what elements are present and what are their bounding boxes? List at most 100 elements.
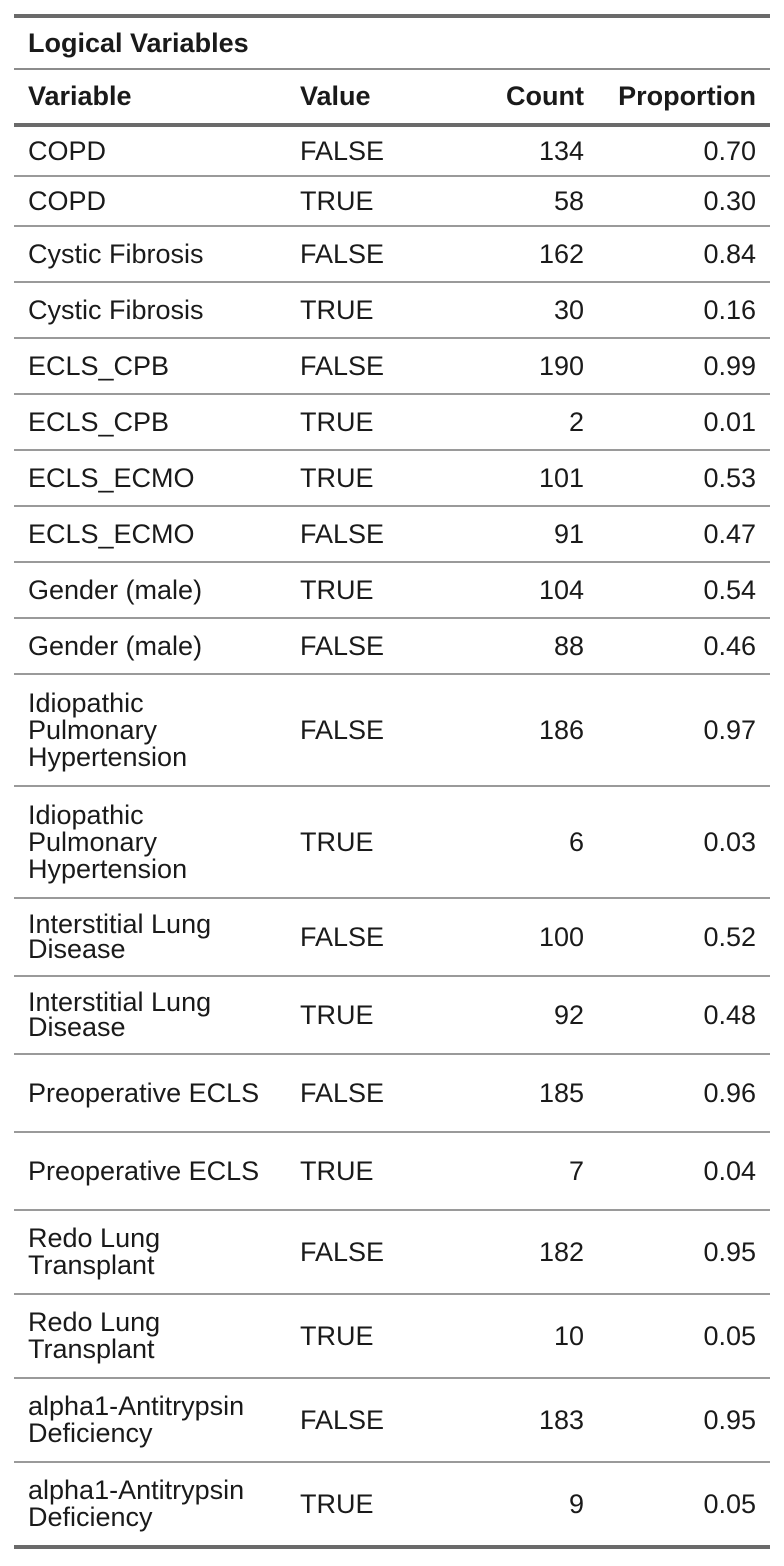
header-count: Count [438,69,598,127]
cell-count: 162 [438,226,598,283]
cell-count: 183 [438,1378,598,1463]
table-row: alpha1-Antitrypsin Deficiency FALSE 183 … [14,1378,771,1463]
cell-count: 6 [438,786,598,899]
cell-variable: Redo Lung Transplant [14,1210,286,1295]
cell-value: FALSE [286,1210,438,1295]
cell-variable: Idiopathic Pulmonary Hypertension [14,674,286,787]
cell-proportion: 0.05 [598,1294,771,1379]
cell-count: 185 [438,1054,598,1133]
cell-count: 91 [438,506,598,563]
cell-variable: Gender (male) [14,562,286,619]
cell-proportion: 0.84 [598,226,771,283]
cell-proportion: 0.97 [598,674,771,787]
cell-count: 88 [438,618,598,675]
cell-variable: COPD [14,176,286,227]
cell-variable: Interstitial Lung Disease [14,898,286,977]
cell-proportion: 0.01 [598,394,771,451]
cell-count: 92 [438,976,598,1055]
table-row: Preoperative ECLS FALSE 185 0.96 [14,1054,771,1133]
cell-variable: alpha1-Antitrypsin Deficiency [14,1378,286,1463]
cell-value: FALSE [286,674,438,787]
cell-value: TRUE [286,394,438,451]
table-row: Preoperative ECLS TRUE 7 0.04 [14,1132,771,1211]
cell-variable: ECLS_CPB [14,338,286,395]
table-title: Logical Variables [14,14,771,70]
cell-proportion: 0.48 [598,976,771,1055]
cell-proportion: 0.54 [598,562,771,619]
cell-value: FALSE [286,618,438,675]
cell-proportion: 0.70 [598,125,771,177]
header-proportion: Proportion [598,69,771,127]
cell-proportion: 0.16 [598,282,771,339]
table-row: Cystic Fibrosis TRUE 30 0.16 [14,282,771,339]
cell-value: TRUE [286,1132,438,1211]
cell-proportion: 0.04 [598,1132,771,1211]
cell-value: TRUE [286,450,438,507]
header-value: Value [286,69,438,127]
cell-proportion: 0.99 [598,338,771,395]
cell-proportion: 0.96 [598,1054,771,1133]
table-row: Interstitial Lung Disease TRUE 92 0.48 [14,976,771,1055]
cell-proportion: 0.95 [598,1378,771,1463]
cell-variable: Cystic Fibrosis [14,226,286,283]
cell-value: FALSE [286,1054,438,1133]
cell-count: 58 [438,176,598,227]
cell-variable: alpha1-Antitrypsin Deficiency [14,1462,286,1549]
cell-count: 10 [438,1294,598,1379]
table-row: Gender (male) FALSE 88 0.46 [14,618,771,675]
table-row: Interstitial Lung Disease FALSE 100 0.52 [14,898,771,977]
cell-variable: Cystic Fibrosis [14,282,286,339]
table-row: alpha1-Antitrypsin Deficiency TRUE 9 0.0… [14,1462,771,1549]
cell-count: 190 [438,338,598,395]
cell-variable: Preoperative ECLS [14,1132,286,1211]
table-row: Idiopathic Pulmonary Hypertension FALSE … [14,674,771,787]
cell-proportion: 0.47 [598,506,771,563]
cell-variable: Interstitial Lung Disease [14,976,286,1055]
cell-count: 186 [438,674,598,787]
cell-value: TRUE [286,1462,438,1549]
cell-variable: ECLS_CPB [14,394,286,451]
logical-variables-table: Logical Variables Variable Value Count P… [14,14,771,1549]
cell-proportion: 0.95 [598,1210,771,1295]
cell-variable: Idiopathic Pulmonary Hypertension [14,786,286,899]
table-row: Redo Lung Transplant TRUE 10 0.05 [14,1294,771,1379]
cell-value: FALSE [286,898,438,977]
cell-proportion: 0.46 [598,618,771,675]
cell-count: 2 [438,394,598,451]
cell-variable: ECLS_ECMO [14,450,286,507]
cell-proportion: 0.05 [598,1462,771,1549]
table-row: Gender (male) TRUE 104 0.54 [14,562,771,619]
table-row: Cystic Fibrosis FALSE 162 0.84 [14,226,771,283]
table-title-row: Logical Variables [14,14,771,70]
cell-value: FALSE [286,125,438,177]
cell-count: 7 [438,1132,598,1211]
cell-count: 101 [438,450,598,507]
cell-count: 100 [438,898,598,977]
cell-value: TRUE [286,562,438,619]
cell-value: TRUE [286,176,438,227]
table-row: Idiopathic Pulmonary Hypertension TRUE 6… [14,786,771,899]
cell-value: TRUE [286,1294,438,1379]
table-row: ECLS_ECMO FALSE 91 0.47 [14,506,771,563]
cell-value: FALSE [286,226,438,283]
cell-variable: Gender (male) [14,618,286,675]
table-row: ECLS_CPB FALSE 190 0.99 [14,338,771,395]
cell-value: FALSE [286,506,438,563]
cell-proportion: 0.53 [598,450,771,507]
logical-variables-table-container: Logical Variables Variable Value Count P… [14,14,771,1549]
table-row: COPD TRUE 58 0.30 [14,176,771,227]
cell-variable: Redo Lung Transplant [14,1294,286,1379]
cell-count: 30 [438,282,598,339]
table-row: COPD FALSE 134 0.70 [14,125,771,177]
cell-variable: ECLS_ECMO [14,506,286,563]
cell-value: FALSE [286,338,438,395]
table-row: ECLS_CPB TRUE 2 0.01 [14,394,771,451]
cell-value: TRUE [286,282,438,339]
cell-variable: COPD [14,125,286,177]
cell-proportion: 0.52 [598,898,771,977]
cell-count: 182 [438,1210,598,1295]
cell-value: FALSE [286,1378,438,1463]
cell-proportion: 0.30 [598,176,771,227]
cell-count: 104 [438,562,598,619]
cell-count: 9 [438,1462,598,1549]
